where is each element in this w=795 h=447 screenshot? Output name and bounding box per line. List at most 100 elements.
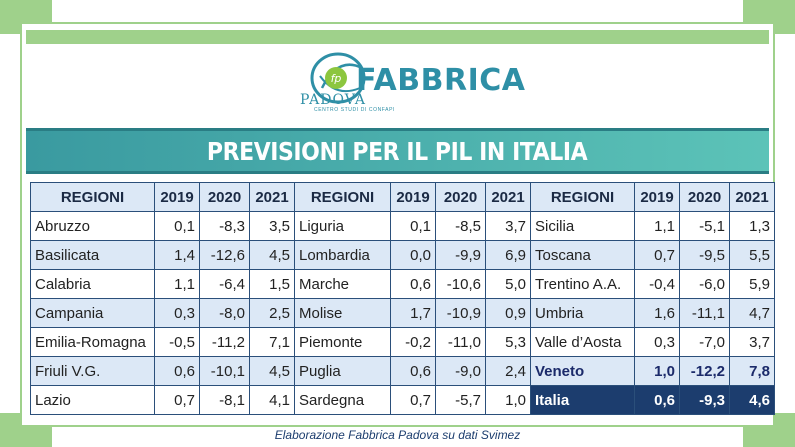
value-cell: -9,0	[435, 356, 486, 386]
header-2021-3: 2021	[729, 182, 775, 212]
value-cell: 2,4	[485, 356, 531, 386]
value-cell: 4,6	[729, 385, 775, 415]
region-name-cell: Liguria	[294, 211, 391, 241]
table-row: Abruzzo 0,1 -8,3 3,5 Liguria 0,1 -8,5 3,7 Sicili…	[30, 211, 775, 241]
value-cell: 0,6	[634, 385, 680, 415]
value-cell: 0,3	[634, 327, 680, 357]
value-cell: 2,5	[249, 298, 295, 328]
header-regioni-2: REGIONI	[294, 182, 391, 212]
region-name-cell: Italia	[530, 385, 635, 415]
value-cell: -0,5	[154, 327, 200, 357]
region-name-cell: Puglia	[294, 356, 391, 386]
value-cell: 1,3	[729, 211, 775, 241]
title-bar: PREVISIONI PER IL PIL IN ITALIA	[26, 128, 769, 174]
fabbrica-logo-icon: fp	[310, 52, 366, 104]
logo-brand: FABBRICA	[356, 63, 526, 98]
region-name-cell: Lazio	[30, 385, 155, 415]
header-regioni-3: REGIONI	[530, 182, 635, 212]
header-2020-1: 2020	[199, 182, 250, 212]
header-regioni-1: REGIONI	[30, 182, 155, 212]
source-note: Elaborazione Fabbrica Padova su dati Svi…	[274, 428, 521, 442]
region-name-cell: Trentino A.A.	[530, 269, 635, 299]
value-cell: -8,0	[199, 298, 250, 328]
value-cell: 1,5	[249, 269, 295, 299]
value-cell: -10,1	[199, 356, 250, 386]
table-row: Calabria 1,1 -6,4 1,5 Marche 0,6 -10,6 5,0 Trent…	[30, 269, 775, 299]
value-cell: -8,5	[435, 211, 486, 241]
value-cell: -7,0	[679, 327, 730, 357]
value-cell: 1,1	[154, 269, 200, 299]
region-name-cell: Toscana	[530, 240, 635, 270]
table-header-row: REGIONI 2019 2020 2021 REGIONI 2019 2020…	[30, 182, 775, 212]
logo-monogram: fp	[331, 72, 342, 85]
logo-city: PADOVA	[300, 92, 366, 108]
value-cell: -8,1	[199, 385, 250, 415]
page-title: PREVISIONI PER IL PIL IN ITALIA	[207, 136, 588, 166]
region-name-cell: Molise	[294, 298, 391, 328]
region-name-cell: Campania	[30, 298, 155, 328]
region-name-cell: Valle d’Aosta	[530, 327, 635, 357]
value-cell: 0,3	[154, 298, 200, 328]
value-cell: 0,0	[390, 240, 436, 270]
value-cell: -11,0	[435, 327, 486, 357]
value-cell: -5,7	[435, 385, 486, 415]
gdp-forecast-table: REGIONI 2019 2020 2021 REGIONI 2019 2020…	[30, 182, 775, 415]
region-name-cell: Piemonte	[294, 327, 391, 357]
header-2019-3: 2019	[634, 182, 680, 212]
value-cell: 0,6	[390, 269, 436, 299]
value-cell: 5,5	[729, 240, 775, 270]
region-name-cell: Sicilia	[530, 211, 635, 241]
table-row: Campania 0,3 -8,0 2,5 Molise 1,7 -10,9 0,9 Umbri…	[30, 298, 775, 328]
value-cell: 7,1	[249, 327, 295, 357]
region-name-cell: Veneto	[530, 356, 635, 386]
value-cell: 4,5	[249, 356, 295, 386]
value-cell: -9,5	[679, 240, 730, 270]
value-cell: 0,9	[485, 298, 531, 328]
value-cell: 5,9	[729, 269, 775, 299]
value-cell: -5,1	[679, 211, 730, 241]
value-cell: 0,7	[154, 385, 200, 415]
header-2021-1: 2021	[249, 182, 295, 212]
value-cell: 1,7	[390, 298, 436, 328]
header-2021-2: 2021	[485, 182, 531, 212]
value-cell: 0,6	[390, 356, 436, 386]
header-2019-1: 2019	[154, 182, 200, 212]
value-cell: -9,3	[679, 385, 730, 415]
value-cell: -12,6	[199, 240, 250, 270]
logo-tagline: CENTRO STUDI DI CONFAPI	[314, 107, 396, 113]
region-name-cell: Marche	[294, 269, 391, 299]
table-row: Friuli V.G. 0,6 -10,1 4,5 Puglia 0,6 -9,0 2,4 Ve…	[30, 356, 775, 386]
value-cell: 3,5	[249, 211, 295, 241]
value-cell: 1,0	[485, 385, 531, 415]
value-cell: 4,5	[249, 240, 295, 270]
value-cell: 0,6	[154, 356, 200, 386]
value-cell: -10,9	[435, 298, 486, 328]
value-cell: -8,3	[199, 211, 250, 241]
table-row: Emilia-Romagna -0,5 -11,2 7,1 Piemonte -0,2 -1…	[30, 327, 775, 357]
header-2020-3: 2020	[679, 182, 730, 212]
value-cell: 0,1	[154, 211, 200, 241]
value-cell: 5,3	[485, 327, 531, 357]
value-cell: 4,1	[249, 385, 295, 415]
region-name-cell: Friuli V.G.	[30, 356, 155, 386]
region-name-cell: Basilicata	[30, 240, 155, 270]
value-cell: 3,7	[729, 327, 775, 357]
value-cell: -11,1	[679, 298, 730, 328]
value-cell: -6,4	[199, 269, 250, 299]
value-cell: 1,0	[634, 356, 680, 386]
region-name-cell: Sardegna	[294, 385, 391, 415]
value-cell: 0,7	[390, 385, 436, 415]
value-cell: 6,9	[485, 240, 531, 270]
table-row: Basilicata 1,4 -12,6 4,5 Lombardia 0,0 -9,9 6,9…	[30, 240, 775, 270]
region-name-cell: Umbria	[530, 298, 635, 328]
value-cell: 3,7	[485, 211, 531, 241]
value-cell: 5,0	[485, 269, 531, 299]
value-cell: -11,2	[199, 327, 250, 357]
header-2019-2: 2019	[390, 182, 436, 212]
value-cell: -0,4	[634, 269, 680, 299]
value-cell: 7,8	[729, 356, 775, 386]
region-name-cell: Lombardia	[294, 240, 391, 270]
region-name-cell: Calabria	[30, 269, 155, 299]
region-name-cell: Abruzzo	[30, 211, 155, 241]
value-cell: 4,7	[729, 298, 775, 328]
